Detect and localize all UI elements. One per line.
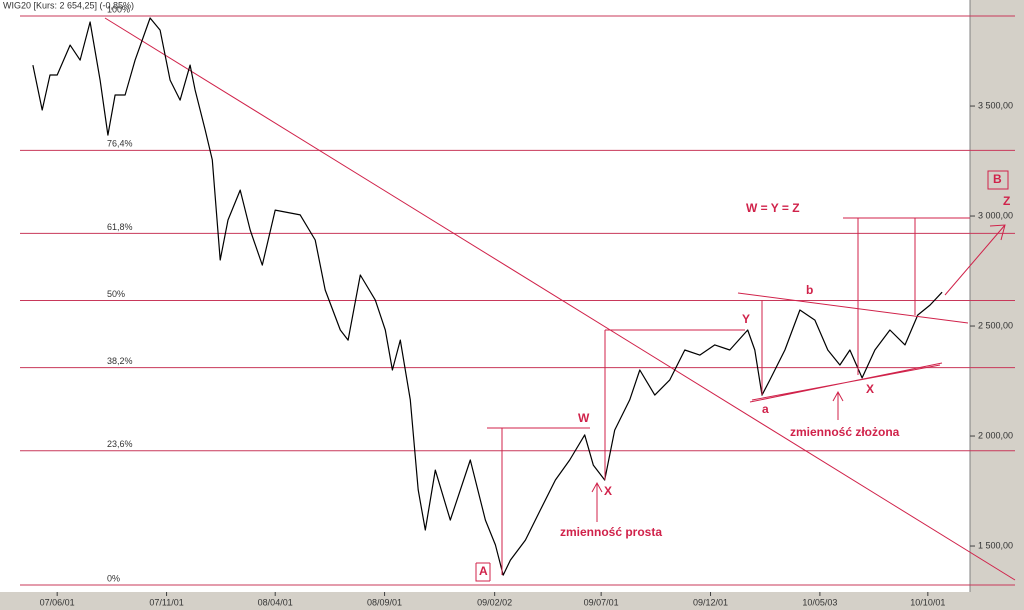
- x-tick-label: 10/10/01: [910, 597, 945, 607]
- x-tick-label: 07/06/01: [40, 597, 75, 607]
- chart-title: WIG20 [Kurs: 2 654,25] (-0,85%): [3, 0, 134, 10]
- x-tick-label: 08/09/01: [367, 597, 402, 607]
- data-layer: [32, 17, 943, 576]
- x-tick-label: 10/05/03: [802, 597, 837, 607]
- y-tick-label: 3 500,00: [978, 100, 1013, 110]
- annotation: Y: [742, 312, 750, 326]
- x-tick-label: 08/04/01: [258, 597, 293, 607]
- fib-level-label: 50%: [107, 289, 125, 299]
- fib-level-label: 23,6%: [107, 439, 133, 449]
- annotation: X: [866, 382, 874, 396]
- annotation: zmienność prosta: [560, 525, 662, 539]
- annotation: W: [578, 411, 590, 425]
- y-tick-label: 1 500,00: [978, 540, 1013, 550]
- x-tick-label: 09/02/02: [477, 597, 512, 607]
- annotation: A: [479, 564, 488, 578]
- y-tick-label: 2 000,00: [978, 430, 1013, 440]
- fibonacci-levels: 0% 23,6% 38,2% 50% 61,8% 76,4% 100%: [20, 4, 1015, 586]
- fib-level-label: 61,8%: [107, 222, 133, 232]
- fib-level-label: 0%: [107, 573, 120, 583]
- annotation: b: [806, 283, 813, 297]
- annotation: zmienność złożona: [790, 425, 900, 439]
- annotation: X: [604, 484, 612, 498]
- annotation: a: [762, 402, 769, 416]
- y-tick-label: 3 000,00: [978, 210, 1013, 220]
- trend-line: [104, 17, 1016, 581]
- annotation: B: [993, 172, 1002, 186]
- fib-level-label: 100%: [107, 4, 130, 14]
- fib-level-label: 76,4%: [107, 139, 133, 149]
- fib-level-label: 38,2%: [107, 356, 133, 366]
- annotation: W = Y = Z: [746, 201, 800, 215]
- measure-lines: [487, 217, 970, 575]
- pointer-arrows: [591, 390, 844, 522]
- box-a: [475, 562, 491, 582]
- annotation-lines: [475, 170, 1009, 582]
- box-b: [987, 170, 1009, 190]
- x-tick-label: 09/07/01: [584, 597, 619, 607]
- annotation: Z: [1003, 194, 1010, 208]
- x-tick-label: 09/12/01: [693, 597, 728, 607]
- x-tick-label: 07/11/01: [149, 597, 183, 607]
- price-line: [32, 17, 943, 576]
- y-tick-label: 2 500,00: [978, 320, 1013, 330]
- triangle-lines: [737, 292, 969, 403]
- target-arrow: [944, 224, 1006, 296]
- plot-area: [0, 0, 970, 592]
